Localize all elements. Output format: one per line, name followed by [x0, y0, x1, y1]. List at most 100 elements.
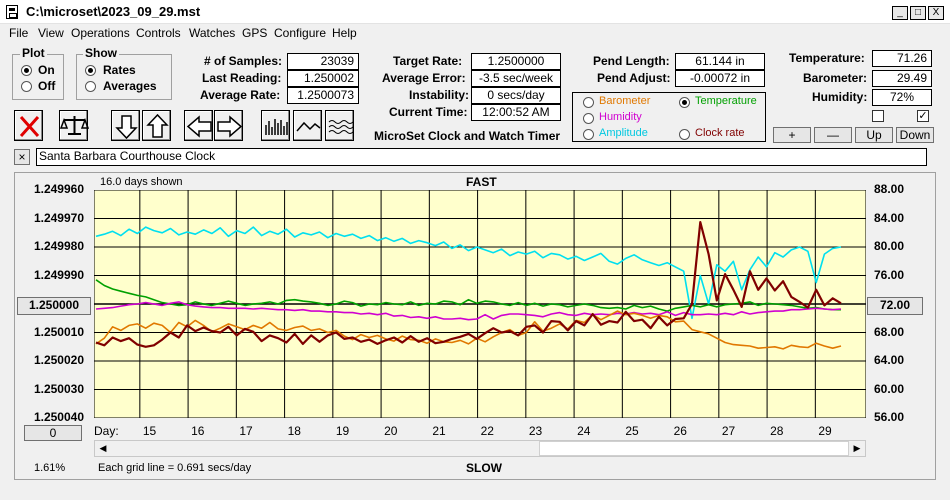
close-button[interactable]: X: [928, 6, 944, 20]
left-checkbox[interactable]: [872, 110, 884, 122]
barometer-label: Barometer:: [803, 71, 868, 85]
percent-label: 1.61%: [34, 462, 66, 474]
plot-off-radio[interactable]: [21, 81, 32, 92]
clear-name-button[interactable]: ×: [14, 149, 30, 165]
humidity-radio[interactable]: [583, 113, 594, 124]
pend-length-label: Pend Length:: [593, 54, 670, 68]
day-tick-label: 26: [673, 424, 687, 438]
barometer-value: 29.49: [872, 70, 932, 87]
menu-help[interactable]: Help: [332, 26, 357, 40]
slow-label: SLOW: [466, 461, 502, 475]
day-tick-label: 19: [335, 424, 350, 438]
scale-minus-button[interactable]: —: [814, 127, 852, 143]
title-bar: C:\microset\2023_09_29.mst _ □ X: [0, 0, 950, 24]
day-axis-label: Day:: [94, 424, 119, 438]
temperature-series-line: [95, 279, 841, 312]
arrow-up-icon: [146, 113, 169, 138]
down-button[interactable]: [111, 110, 140, 141]
humidity-option: Humidity: [599, 111, 642, 123]
menu-view[interactable]: View: [38, 26, 64, 40]
menu-file[interactable]: File: [9, 26, 29, 40]
stop-button[interactable]: [14, 110, 43, 141]
zero-button[interactable]: 0: [24, 425, 82, 441]
scroll-right-icon[interactable]: ▶: [853, 443, 861, 453]
rate-tick-label: 1.249960: [33, 182, 84, 196]
close-x-icon: [19, 115, 40, 138]
show-group: [76, 54, 172, 100]
sensor-selector: [572, 92, 766, 142]
plot-group: [12, 54, 64, 100]
scroll-thumb[interactable]: [539, 441, 849, 456]
line-graph-icon: [296, 121, 321, 132]
menu-controls[interactable]: Controls: [136, 26, 181, 40]
day-tick-label: 20: [384, 424, 398, 438]
scale-up-button[interactable]: Up: [855, 127, 893, 143]
barometer-option: Barometer: [599, 95, 651, 107]
arrow-right-icon: [217, 115, 243, 138]
chart[interactable]: [94, 190, 866, 418]
right-button[interactable]: [214, 110, 243, 141]
clock-name-input[interactable]: Santa Barbara Courthouse Clock: [36, 148, 927, 166]
barometer-series-line: [95, 310, 842, 350]
horizontal-scrollbar[interactable]: ◀ ▶: [94, 440, 866, 457]
minimize-button[interactable]: _: [892, 6, 908, 20]
window-title: C:\microset\2023_09_29.mst: [26, 4, 201, 19]
temp-center-button[interactable]: 72.00: [867, 297, 923, 315]
fast-label: FAST: [466, 175, 497, 189]
waves-button[interactable]: [325, 110, 354, 141]
temperature-tick-label: 84.00: [874, 210, 905, 225]
temperature-tick-label: 88.00: [874, 182, 905, 196]
amplitude-radio[interactable]: [583, 129, 594, 140]
humidity-series-line: [95, 301, 842, 321]
samples-label: # of Samples:: [204, 54, 283, 68]
rate-tick-label: 1.249990: [33, 267, 84, 282]
last-reading-value: 1.250002: [287, 70, 359, 87]
target-rate-value[interactable]: 1.2500000: [471, 53, 561, 70]
pend-length-value[interactable]: 61.144 in: [675, 53, 765, 70]
day-tick-label: 27: [721, 424, 736, 438]
scroll-left-icon[interactable]: ◀: [99, 443, 107, 453]
menu-watches[interactable]: Watches: [189, 26, 236, 40]
averages-label: Averages: [103, 79, 157, 93]
arrow-down-icon: [115, 115, 138, 140]
right-checkbox[interactable]: ✓: [917, 110, 929, 122]
pend-adjust-label: Pend Adjust:: [597, 71, 671, 85]
up-button[interactable]: [142, 110, 171, 141]
day-tick-label: 16: [191, 424, 205, 438]
day-tick-label: 29: [818, 424, 832, 438]
temperature-tick-label: 60.00: [874, 381, 905, 396]
average-error-label: Average Error:: [382, 71, 466, 85]
current-time-label: Current Time:: [389, 105, 468, 119]
line-graph-button[interactable]: [293, 110, 322, 141]
scale-plus-button[interactable]: +: [773, 127, 811, 143]
histogram-icon: [265, 119, 288, 135]
left-button[interactable]: [184, 110, 213, 141]
menu-bar: File View Operations Controls Watches GP…: [0, 24, 950, 42]
app-icon[interactable]: [6, 5, 18, 19]
rates-radio[interactable]: [85, 65, 96, 76]
maximize-button[interactable]: □: [910, 6, 926, 20]
scale-down-button[interactable]: Down: [896, 127, 934, 143]
rate-center-button[interactable]: 1.250000: [17, 297, 91, 315]
temperature-tick-label: 68.00: [874, 324, 905, 339]
chart-frame: [14, 172, 936, 480]
instability-value: 0 secs/day: [471, 87, 561, 104]
samples-value: 23039: [287, 53, 359, 70]
averages-radio[interactable]: [85, 81, 96, 92]
plot-on-radio[interactable]: [21, 65, 32, 76]
menu-configure[interactable]: Configure: [274, 26, 327, 40]
balance-button[interactable]: [59, 110, 89, 141]
menu-operations[interactable]: Operations: [71, 26, 130, 40]
pend-adjust-value: -0.00072 in: [675, 70, 765, 87]
rates-label: Rates: [103, 63, 136, 77]
menu-gps[interactable]: GPS: [242, 26, 268, 40]
clock-rate-radio[interactable]: [679, 129, 690, 140]
temperature-value: 71.26: [872, 50, 932, 67]
average-error-value: -3.5 sec/week: [471, 70, 561, 87]
day-tick-label: 21: [432, 424, 446, 438]
temperature-radio[interactable]: [679, 97, 690, 108]
histogram-button[interactable]: [261, 110, 290, 141]
barometer-radio[interactable]: [583, 97, 594, 108]
day-tick-label: 25: [625, 424, 639, 438]
day-tick-label: 28: [770, 424, 784, 438]
